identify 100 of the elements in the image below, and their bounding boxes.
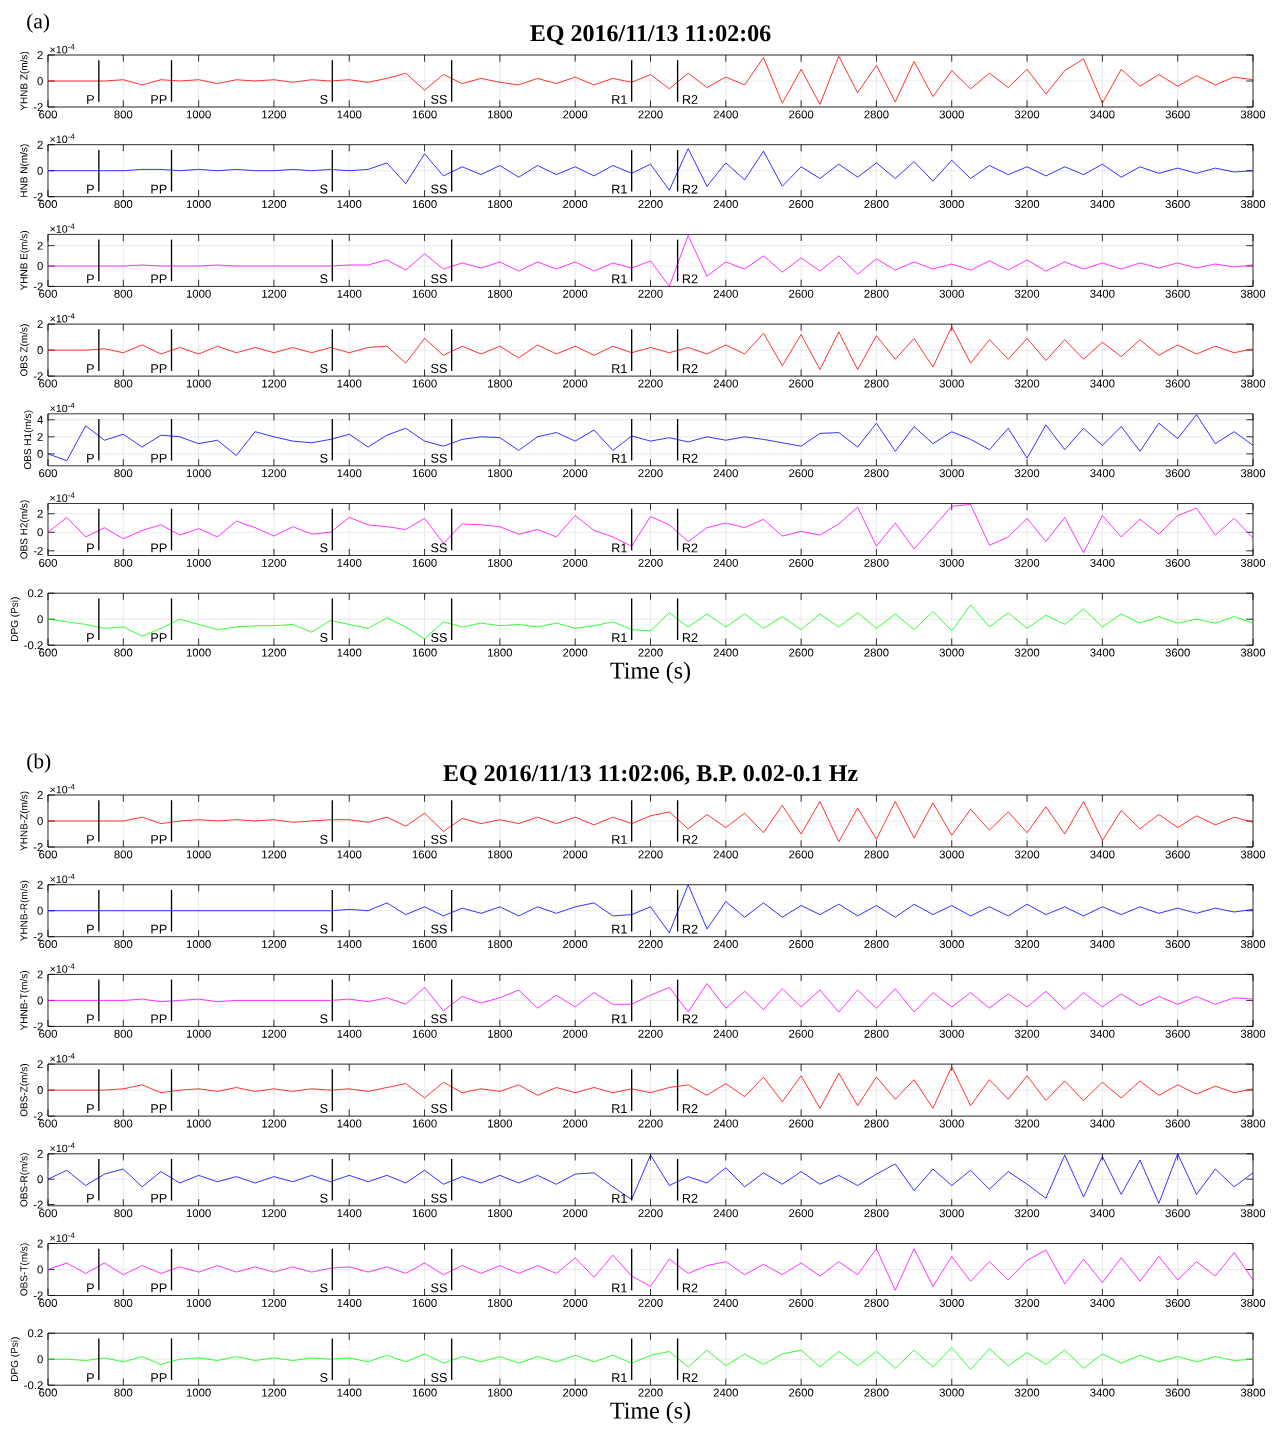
ref-line-label: SS [431,363,447,373]
y-tick-label: 0 [37,1175,43,1184]
ref-line-label: R1 [612,1104,627,1113]
ref-line-label: PP [151,274,167,284]
y-axis-title: OBS Z(m/s) [20,324,30,377]
x-tick-label: 1000 [186,1388,211,1397]
x-tick-label: 2800 [864,1388,889,1397]
ref-line-label: P [87,364,94,373]
y-tick-label: 0 [37,346,43,355]
x-tick-label: 1400 [337,110,362,119]
x-tick-label: 3800 [1240,469,1266,478]
ref-line-label: SS [431,274,447,284]
ref-line-label: P [87,1193,94,1203]
x-tick-label: 2000 [563,1388,588,1397]
ref-line-label: SS [431,453,447,463]
y-axis-title: DPG (Psi) [10,1337,20,1381]
ref-line-label: PP [151,924,167,934]
ref-line-label: S [320,363,328,373]
x-tick-label: 1600 [412,1029,437,1038]
x-tick-label: 3800 [1240,200,1266,209]
ref-line-label: S [320,924,328,934]
x-tick-label: 3000 [939,1388,964,1397]
ref-line-label: SS [431,633,447,643]
y-tick-label: 0 [37,449,43,458]
x-tick-label: 2000 [563,379,588,388]
y-axis-title: DPG (Psi) [10,597,20,641]
ref-line-label: R2 [682,95,698,104]
y-tick-label: -2 [33,1022,43,1031]
x-tick-label: 3600 [1165,289,1190,298]
x-tick-label: 2200 [638,850,663,859]
ref-line-label: P [87,453,94,463]
ref-line-label: SS [431,543,447,553]
x-tick-label: 600 [39,379,57,388]
x-tick-label: 1000 [186,289,211,298]
y-axis-title: YHNB Z(m/s) [20,51,30,111]
y-tick-label: 2 [37,432,43,441]
x-tick-label: 2000 [563,648,588,657]
y-tick-label: 0 [37,528,43,537]
x-tick-label: 2600 [789,469,814,478]
x-tick-label: 2000 [563,289,588,298]
y-tick-label: 2 [37,320,43,329]
x-tick-label: 2400 [713,289,738,298]
x-tick-label: 3600 [1165,200,1190,209]
x-tick-label: 600 [39,1029,57,1038]
line-series [48,1153,1253,1204]
x-tick-label: 3600 [1165,1119,1190,1128]
line-series [48,604,1253,640]
x-tick-label: 3600 [1165,1029,1190,1038]
x-tick-label: 2400 [713,1298,738,1307]
ref-line-label: R2 [682,633,698,643]
text: ×10$^{-4}$ [50,492,75,502]
y-tick-label: -2 [33,372,43,381]
x-tick-label: 2400 [713,200,738,209]
x-tick-label: 2800 [864,850,889,859]
ref-line-label: S [320,1103,328,1113]
y-tick-label: -2 [33,843,43,851]
x-tick-label: 1000 [186,1119,211,1128]
x-tick-label: 2000 [563,110,588,119]
ref-line-label: R2 [682,835,698,844]
x-tick-label: 3400 [1090,110,1115,119]
x-tick-label: 1400 [337,379,362,388]
ref-line-label: S [320,453,328,463]
x-tick-label: 3400 [1090,558,1115,567]
text: ×10$^{-4}$ [50,963,75,973]
y-tick-label: 2 [37,880,43,889]
x-tick-label: 3000 [939,1119,964,1128]
ref-line-label: R1 [612,1193,627,1203]
x-tick-label: 2800 [864,469,889,478]
x-tick-label: 3400 [1090,1029,1115,1038]
ref-line-label: R2 [682,453,698,463]
x-tick-label: 3800 [1240,558,1266,567]
x-tick-label: 3800 [1240,940,1266,949]
x-tick-label: 1400 [337,1209,362,1218]
y-tick-label: 2 [37,791,43,799]
ref-line-label: R1 [612,924,627,934]
x-tick-label: 2200 [638,648,663,657]
x-tick-label: 3000 [939,469,964,478]
y-axis-title: YHNB-R(m/s) [20,880,30,942]
x-tick-label: 3000 [939,110,964,119]
x-tick-label: 3400 [1090,289,1115,298]
x-tick-label: 600 [39,469,57,478]
y-tick-label: 0 [37,1086,43,1095]
x-tick-label: 800 [114,1388,133,1397]
line-series [48,1347,1253,1371]
x-tick-label: 3600 [1165,469,1190,478]
x-tick-label: 3600 [1165,648,1190,657]
x-tick-label: 1000 [186,850,211,859]
x-tick-label: 2600 [789,648,814,657]
x-tick-label: 3800 [1240,379,1266,388]
x-tick-label: 2200 [638,200,663,209]
x-tick-label: 3600 [1165,379,1190,388]
x-tick-label: 1200 [262,379,287,388]
x-tick-label: 1200 [262,200,287,209]
ref-line-label: SS [431,1014,447,1024]
ref-line-label: PP [151,1373,167,1383]
x-tick-label: 2000 [563,1029,588,1038]
y-tick-label: 2 [37,1060,43,1069]
x-tick-label: 3200 [1014,110,1040,119]
x-tick-label: 800 [114,110,133,119]
x-tick-label: 3200 [1014,1119,1040,1128]
